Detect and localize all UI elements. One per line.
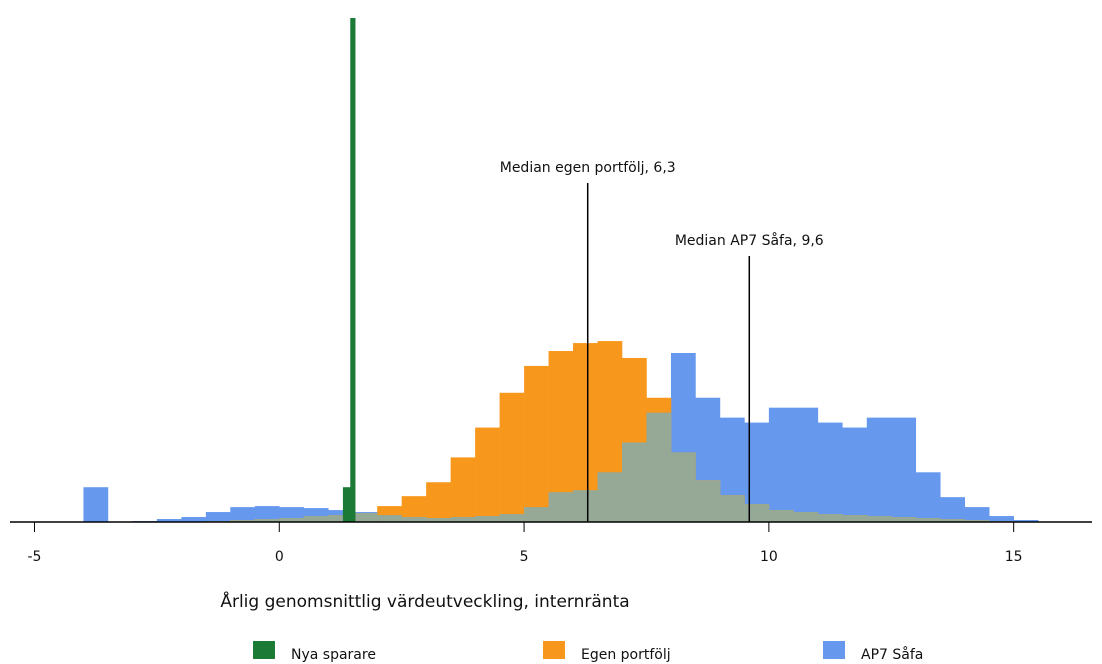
legend-swatch [823,641,845,659]
x-tick-label: 15 [1005,549,1023,565]
histogram-bar [205,512,231,522]
overlap-bar [352,513,378,522]
legend-swatch [543,641,565,659]
x-tick-label: 0 [275,549,284,565]
x-tick-label: 10 [760,549,778,565]
median-label: Median AP7 Såfa, 9,6 [675,232,824,249]
overlap-bar [524,507,549,522]
median-label: Median egen portfölj, 6,3 [500,160,676,176]
overlap-bar [499,514,525,522]
histogram-bar [891,417,917,522]
overlap-bar [793,512,819,522]
histogram-bar [83,487,109,522]
histogram-bar [156,519,182,522]
overlap-bar [719,495,745,522]
histogram-bar [475,427,500,522]
overlap-bar [230,520,256,522]
overlap-bar [768,510,794,522]
histogram-bar [793,407,819,522]
overlap-bar [426,518,451,522]
overlap-bar [695,480,721,522]
histogram-bar [350,17,356,522]
x-axis-label: Årlig genomsnittlig värdeutveckling, int… [220,590,629,612]
overlap-bar [891,517,917,522]
overlap-bar [670,452,696,522]
overlap-bar [475,516,500,522]
histogram-bar [842,427,868,522]
overlap-bar [842,515,868,522]
overlap-bar [866,516,892,522]
overlap-bar [377,515,402,522]
histogram-bar [450,457,476,522]
histogram-bar [940,497,966,522]
histogram-bar [915,472,941,522]
histogram-bar [426,482,451,522]
overlap-bar [548,492,574,522]
histogram-bar [181,517,207,522]
overlap-bar [303,516,329,522]
histogram-bar [342,487,351,522]
histogram-bar [866,417,892,522]
x-tick-label: -5 [27,549,41,565]
legend-swatch [253,641,275,659]
histogram-bar [989,516,1014,522]
overlap-bar [254,519,280,522]
histogram-bar [524,365,549,522]
overlap-bar [450,517,476,522]
histogram-bar [768,407,794,522]
histogram-bar [230,507,256,522]
overlap-bar [573,490,598,522]
legend-label: Nya sparare [291,647,376,663]
x-tick-label: 5 [520,549,529,565]
overlap-bar [964,520,990,522]
histogram-bar [499,392,525,522]
overlap-bar [817,514,843,522]
overlap-bar [915,518,941,522]
overlap-bar [646,412,672,522]
overlap-bar [279,518,305,522]
histogram-bar [817,422,843,522]
overlap-bar [744,504,770,522]
histogram-bar [1013,520,1039,522]
histogram-bar [964,507,990,522]
overlap-bar [621,442,647,522]
overlap-bar [940,519,966,522]
overlap-bar [597,472,623,522]
overlap-bar [401,517,427,522]
legend-label: Egen portfölj [581,647,671,663]
histogram-bar [254,506,280,522]
legend-label: AP7 Såfa [861,646,923,663]
overlap-bar [328,515,354,522]
